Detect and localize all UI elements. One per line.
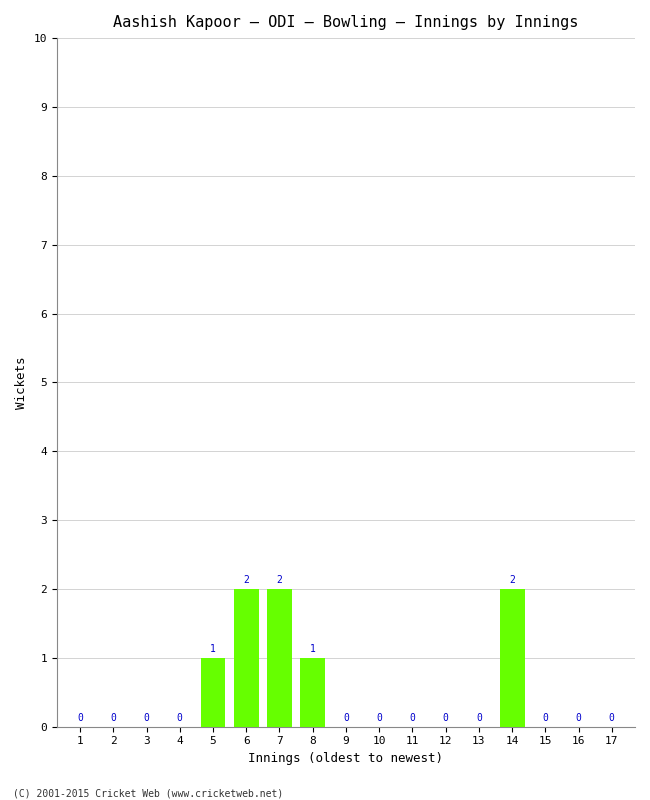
Text: 0: 0 [575,713,582,722]
X-axis label: Innings (oldest to newest): Innings (oldest to newest) [248,752,443,765]
Text: 0: 0 [542,713,548,722]
Bar [500,589,525,726]
Text: (C) 2001-2015 Cricket Web (www.cricketweb.net): (C) 2001-2015 Cricket Web (www.cricketwe… [13,788,283,798]
Text: 0: 0 [476,713,482,722]
Text: 0: 0 [609,713,615,722]
Text: 0: 0 [343,713,349,722]
Text: 0: 0 [177,713,183,722]
Text: 1: 1 [309,644,316,654]
Bar [234,589,259,726]
Bar [300,658,325,726]
Text: 2: 2 [243,575,249,585]
Text: 0: 0 [443,713,448,722]
Title: Aashish Kapoor – ODI – Bowling – Innings by Innings: Aashish Kapoor – ODI – Bowling – Innings… [113,15,578,30]
Text: 0: 0 [144,713,150,722]
Bar [267,589,292,726]
Text: 1: 1 [210,644,216,654]
Text: 2: 2 [509,575,515,585]
Text: 0: 0 [77,713,83,722]
Text: 0: 0 [410,713,415,722]
Bar [200,658,226,726]
Text: 2: 2 [276,575,282,585]
Y-axis label: Wickets: Wickets [15,356,28,409]
Text: 0: 0 [376,713,382,722]
Text: 0: 0 [111,713,116,722]
